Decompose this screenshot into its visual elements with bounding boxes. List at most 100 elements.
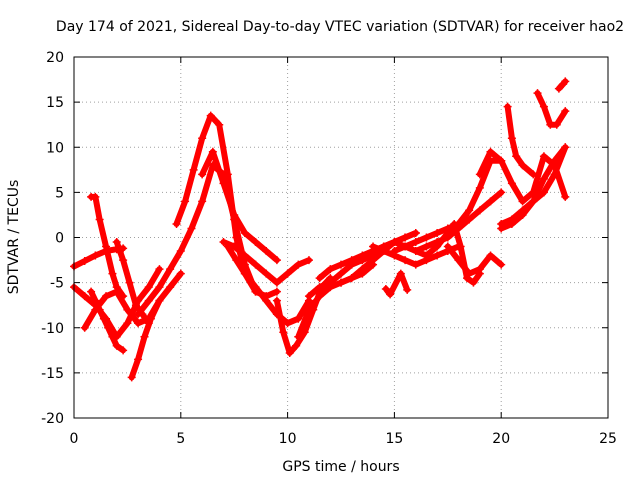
data-point bbox=[497, 219, 506, 228]
x-tick-label: 10 bbox=[279, 431, 297, 447]
data-point bbox=[386, 290, 395, 299]
data-point bbox=[219, 238, 228, 247]
x-tick-label: 5 bbox=[176, 431, 185, 447]
data-point bbox=[262, 247, 271, 256]
data-point bbox=[337, 269, 345, 278]
data-point bbox=[396, 269, 405, 278]
data-point bbox=[108, 332, 117, 341]
data-point bbox=[87, 287, 96, 296]
data-point bbox=[294, 260, 303, 269]
series-trace bbox=[382, 270, 411, 298]
data-point bbox=[112, 238, 121, 247]
y-axis-label: SDTVAR / TECUs bbox=[6, 180, 22, 295]
series-trace bbox=[113, 239, 152, 327]
data-point bbox=[119, 346, 128, 355]
data-point bbox=[131, 301, 140, 310]
data-point bbox=[240, 228, 249, 237]
data-point bbox=[272, 287, 281, 296]
data-point bbox=[454, 256, 463, 265]
data-point bbox=[102, 242, 111, 251]
data-point bbox=[99, 314, 108, 323]
series-trace bbox=[444, 243, 505, 277]
data-point bbox=[507, 134, 516, 143]
y-tick-label: 20 bbox=[46, 50, 64, 66]
data-point bbox=[475, 265, 484, 274]
data-point bbox=[379, 247, 388, 256]
data-point bbox=[561, 143, 570, 152]
data-point bbox=[304, 292, 313, 301]
x-axis-label: GPS time / hours bbox=[282, 459, 399, 475]
data-point bbox=[187, 224, 196, 233]
series-trace bbox=[534, 90, 569, 128]
data-point bbox=[144, 296, 153, 305]
data-point bbox=[272, 256, 281, 265]
data-point bbox=[95, 215, 104, 224]
y-tick-label: -10 bbox=[41, 321, 64, 337]
data-point bbox=[539, 152, 548, 161]
data-point bbox=[561, 192, 570, 201]
data-point bbox=[358, 256, 367, 265]
data-point bbox=[215, 120, 224, 129]
data-point bbox=[294, 314, 303, 323]
data-point bbox=[401, 242, 410, 251]
data-point bbox=[497, 260, 506, 269]
data-point bbox=[198, 134, 207, 143]
data-point bbox=[433, 251, 442, 260]
y-tick-label: 0 bbox=[55, 231, 64, 247]
data-point bbox=[539, 174, 548, 183]
series-arc-27 bbox=[503, 102, 538, 179]
data-point bbox=[465, 206, 474, 215]
data-point bbox=[123, 319, 132, 328]
data-point bbox=[292, 341, 301, 350]
data-point bbox=[450, 219, 459, 228]
grid-lines bbox=[74, 57, 608, 418]
data-point bbox=[507, 215, 516, 224]
data-point bbox=[304, 305, 313, 314]
data-point bbox=[146, 314, 155, 323]
data-point bbox=[172, 219, 181, 228]
data-point bbox=[262, 296, 271, 305]
series-trace bbox=[423, 221, 483, 286]
data-point bbox=[422, 242, 431, 251]
data-point bbox=[285, 349, 294, 358]
data-point bbox=[91, 192, 100, 201]
data-point bbox=[198, 197, 207, 206]
data-point bbox=[230, 210, 239, 219]
data-point bbox=[80, 323, 89, 332]
data-point bbox=[381, 284, 390, 293]
axis-ticks: 0 5 10 15 20 25 -20 -15 -10 -5 0 5 10 15 20 bbox=[41, 50, 617, 447]
data-point bbox=[230, 242, 239, 251]
data-point bbox=[198, 170, 207, 179]
data-point bbox=[91, 251, 100, 260]
data-point bbox=[134, 355, 143, 364]
series-arc-7 bbox=[127, 269, 185, 382]
data-point bbox=[507, 179, 516, 188]
data-point bbox=[315, 292, 324, 301]
data-point bbox=[433, 242, 442, 251]
data-point bbox=[512, 152, 521, 161]
x-tick-label: 15 bbox=[385, 431, 403, 447]
data-point bbox=[315, 283, 324, 292]
data-point bbox=[422, 233, 431, 242]
data-point bbox=[326, 265, 335, 274]
data-point bbox=[112, 283, 121, 292]
data-point bbox=[539, 188, 548, 197]
data-point bbox=[347, 256, 356, 265]
data-point bbox=[189, 165, 198, 174]
data-point bbox=[304, 256, 313, 265]
data-point bbox=[223, 170, 232, 179]
data-point bbox=[326, 278, 335, 287]
data-point bbox=[533, 89, 542, 98]
data-point bbox=[561, 107, 570, 116]
data-point bbox=[206, 111, 215, 120]
y-tick-label: 5 bbox=[55, 185, 64, 201]
data-point bbox=[80, 256, 89, 265]
data-point bbox=[486, 197, 495, 206]
data-point bbox=[119, 292, 128, 301]
data-point bbox=[561, 77, 570, 86]
data-point bbox=[208, 147, 217, 156]
data-point bbox=[411, 247, 420, 256]
data-point bbox=[469, 278, 478, 287]
data-point bbox=[232, 233, 241, 242]
data-point bbox=[315, 274, 324, 283]
